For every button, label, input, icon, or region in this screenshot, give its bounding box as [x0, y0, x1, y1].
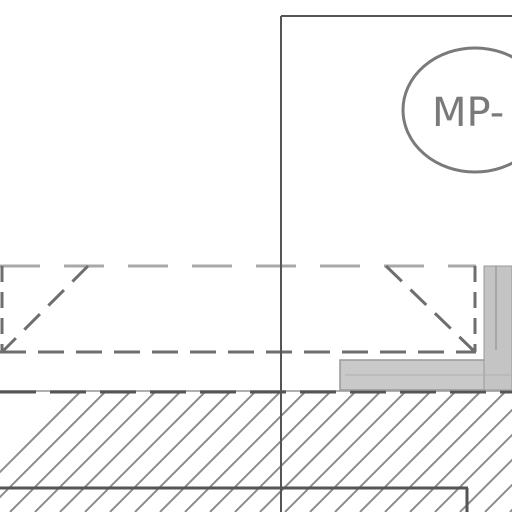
hatch-line [0, 392, 106, 499]
hatch-line [59, 392, 181, 512]
hatch-line [484, 483, 512, 512]
tag-ellipse [401, 46, 512, 174]
gray-upright-block [483, 265, 512, 391]
tag-label: MP- [432, 90, 504, 136]
hatch-line [459, 458, 512, 512]
hatch-line [134, 392, 256, 512]
hatch-line [284, 392, 406, 512]
hatch-line [409, 408, 512, 512]
hatch-line [84, 392, 206, 512]
hatch-line [184, 392, 306, 512]
footing-right-diagonal [384, 264, 477, 354]
hatch-line [34, 392, 156, 512]
hatch-line [159, 392, 281, 512]
hatch-line [334, 392, 456, 512]
footing-left-diagonal [0, 264, 90, 354]
hatch-line [434, 433, 512, 512]
hatch-line [9, 392, 131, 512]
hatched-ground-region [0, 392, 512, 512]
hatch-line [209, 392, 331, 512]
hatch-line [309, 392, 431, 512]
hatch-line [0, 392, 81, 474]
hatch-line [109, 392, 231, 512]
hatch-line [384, 392, 506, 512]
hatch-line [234, 392, 356, 512]
hatch-line [359, 392, 481, 512]
